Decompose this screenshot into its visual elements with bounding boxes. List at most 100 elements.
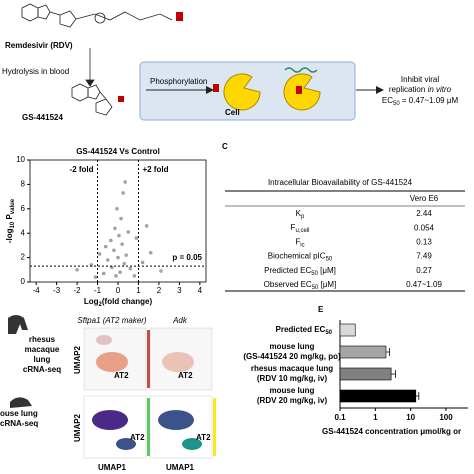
- ec50-text: = 0.47~1.09 μM: [400, 96, 459, 105]
- data-point: [101, 271, 106, 276]
- umap-axis: UMAP1: [166, 463, 195, 472]
- red-marker: [296, 86, 302, 94]
- row-value: 0.054: [414, 223, 435, 232]
- colorbar: [147, 398, 150, 456]
- bar: [339, 367, 392, 381]
- y-tick-label: 2: [21, 253, 26, 262]
- outcome: Inhibit viral: [401, 75, 439, 84]
- x-axis-label-part: 2: [99, 302, 103, 308]
- row-label-part: F: [291, 223, 296, 232]
- category-label-part: 50: [325, 330, 332, 336]
- outcome-text: Inhibit viral: [401, 75, 439, 84]
- y-tick-label: 4: [21, 228, 26, 237]
- umap-cluster: [96, 335, 112, 345]
- x-tick-label: 1: [136, 286, 141, 295]
- y-axis-label-part: value: [10, 198, 16, 214]
- data-point: [113, 226, 117, 231]
- error-bar: [415, 392, 420, 400]
- mouse-icon: [10, 397, 32, 408]
- row-label-part: K: [296, 209, 302, 218]
- ec50-sub: 50: [393, 101, 400, 107]
- row-label: Biochemical pIC50: [268, 252, 333, 262]
- plot-title: GS-441524 Vs Control: [76, 147, 160, 156]
- panel-letter: E: [318, 305, 324, 314]
- drug-name: Remdesivir (RDV): [5, 41, 73, 50]
- data-point: [121, 191, 125, 195]
- data-point: [128, 266, 133, 271]
- species-label: ouse lung: [0, 409, 38, 418]
- data-point: [112, 248, 116, 253]
- x-tick-label: 1: [373, 413, 378, 422]
- arrow-head: [376, 86, 384, 94]
- species-label: cRNA-seq: [0, 419, 38, 428]
- category-label: (RDV 10 mg/kg, iv): [257, 374, 328, 383]
- chain: [49, 11, 173, 21]
- species-label: rhesus: [29, 335, 56, 344]
- red-marker: [213, 84, 219, 92]
- bond: [99, 91, 107, 100]
- umap-cluster: [92, 410, 128, 430]
- data-point: [140, 260, 145, 265]
- data-point: [122, 261, 126, 266]
- row-label-part: F: [295, 238, 300, 247]
- category-label-part: Predicted EC: [276, 325, 326, 334]
- species-label: macaque: [25, 345, 60, 354]
- y-tick-label: 0: [21, 277, 26, 286]
- umap-axis: UMAP1: [98, 463, 127, 472]
- x-tick-label: 4: [198, 286, 203, 295]
- outcome: replication in vitro: [389, 85, 452, 94]
- row-label-part: 50: [311, 270, 318, 276]
- bar: [339, 323, 356, 337]
- data-point: [93, 275, 98, 279]
- data-point: [116, 255, 120, 260]
- y-axis-label-part: P: [5, 214, 14, 222]
- row-label-part: ic: [300, 242, 304, 248]
- step-label: Phosphorylation: [150, 77, 207, 86]
- data-point: [159, 269, 163, 273]
- x-tick-label: -1: [94, 286, 102, 295]
- colorbar: [213, 398, 216, 456]
- y-tick-label: 6: [21, 204, 26, 213]
- y-axis-label: -log10 Pvalue: [5, 198, 15, 243]
- category-label: rhesus macaque lung: [251, 364, 333, 373]
- fold-label: +2 fold: [142, 165, 168, 174]
- row-label-part: [μM]: [318, 280, 336, 289]
- x-axis-label: Log2(fold change): [84, 297, 153, 307]
- cluster-label: AT2: [114, 371, 129, 380]
- row-value: 0.47~1.09: [406, 280, 442, 289]
- cell-label: Cell: [225, 108, 240, 117]
- data-point: [123, 180, 127, 184]
- arrow-head: [85, 79, 95, 87]
- x-tick-label: -3: [53, 286, 61, 295]
- row-value: 0.13: [416, 238, 432, 247]
- data-point: [124, 253, 128, 257]
- umap-cluster: [96, 352, 128, 372]
- row-value: 0.27: [416, 266, 432, 275]
- y-tick-label: 10: [16, 155, 25, 164]
- table-title: Intracellular Bioavailability of GS-4415…: [268, 178, 413, 187]
- outcome-text: replication: [389, 85, 425, 94]
- x-tick-label: 2: [157, 286, 162, 295]
- data-point: [97, 252, 102, 256]
- umap-cluster: [162, 352, 194, 372]
- polymerase: [283, 73, 321, 111]
- x-tick-label: 3: [177, 286, 182, 295]
- category-label: mouse lung: [270, 342, 315, 351]
- row-label: Observed EC50 [μM]: [264, 280, 337, 290]
- row-label-part: Observed EC: [264, 280, 312, 289]
- red-marker: [176, 12, 183, 21]
- data-point: [75, 268, 79, 272]
- fold-label: -2 fold: [70, 165, 94, 174]
- row-value: 2.44: [416, 209, 432, 218]
- column-header: Vero E6: [410, 194, 439, 203]
- data-point: [118, 270, 122, 274]
- row-label: Fu,cell: [291, 223, 310, 233]
- row-label-part: 50: [312, 285, 319, 291]
- bar: [339, 389, 417, 403]
- colorbar: [147, 330, 150, 388]
- category-label: (RDV 20 mg/kg, iv): [257, 396, 328, 405]
- category-label: Predicted EC50: [276, 325, 333, 335]
- cluster-label: AT2: [196, 433, 211, 442]
- category-label: mouse lung: [270, 386, 315, 395]
